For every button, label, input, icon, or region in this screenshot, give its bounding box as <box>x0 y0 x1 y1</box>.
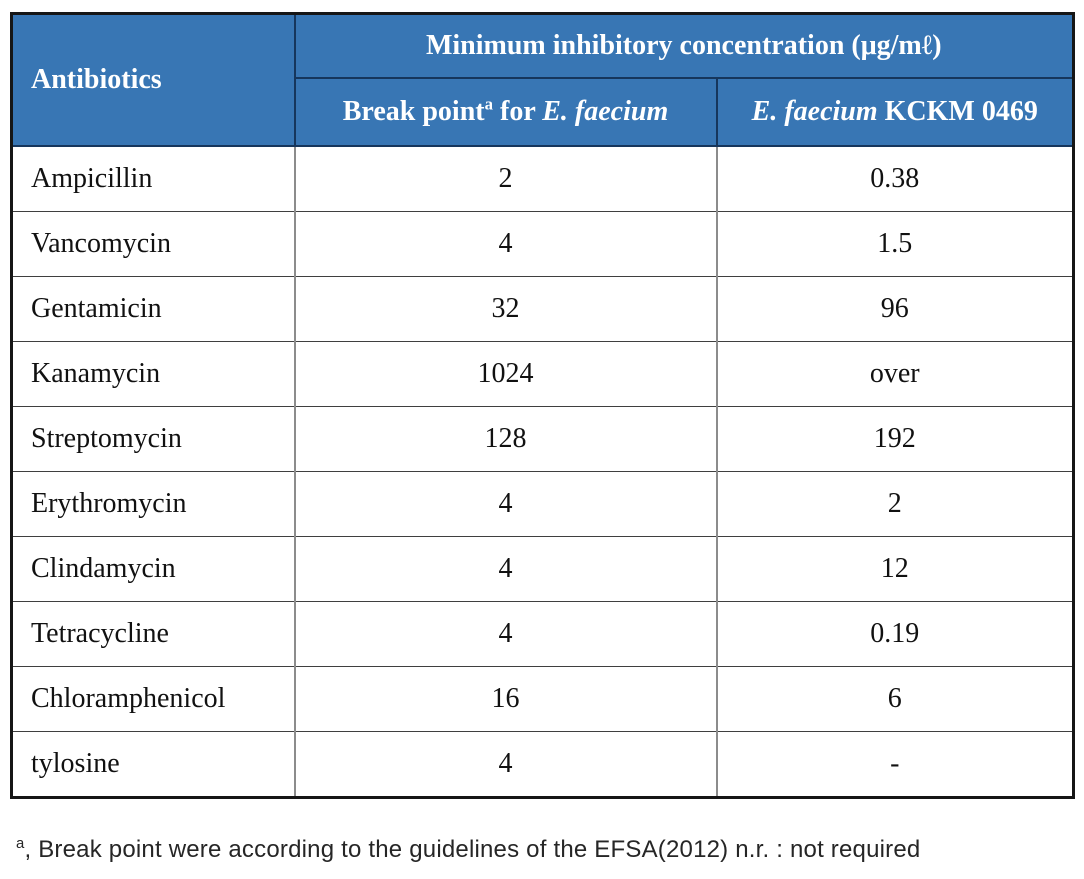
table-row: Tetracycline 4 0.19 <box>11 601 1074 667</box>
breakpoint-header-prefix: Break point <box>342 96 485 127</box>
breakpoint-value-cell: 32 <box>293 276 717 342</box>
table-row: Chloramphenicol 16 6 <box>11 666 1074 732</box>
footnote-text: , Break point were according to the guid… <box>24 836 921 863</box>
strain-header-rest: KCKM 0469 <box>877 96 1038 127</box>
antibiotic-name-cell: Vancomycin <box>11 211 295 277</box>
breakpoint-header-mid: for <box>493 96 543 127</box>
strain-value-cell: 12 <box>715 536 1074 602</box>
table-body: Ampicillin 2 0.38 Vancomycin 4 1.5 Genta… <box>11 145 1074 798</box>
strain-value-cell: 6 <box>715 666 1074 732</box>
breakpoint-value-cell: 4 <box>293 731 717 798</box>
table-row: Streptomycin 128 192 <box>11 406 1074 472</box>
mic-table: Antibiotics Minimum inhibitory concentra… <box>10 12 1076 799</box>
breakpoint-value-cell: 2 <box>293 145 717 212</box>
table-row: Ampicillin 2 0.38 <box>11 145 1074 212</box>
table-row: tylosine 4 - <box>11 731 1074 798</box>
breakpoint-superscript: a <box>484 94 493 114</box>
antibiotic-name-cell: Erythromycin <box>11 471 295 537</box>
antibiotic-name-cell: Gentamicin <box>11 276 295 342</box>
table-footnote: a, Break point were according to the gui… <box>16 836 1076 864</box>
antibiotic-name-cell: Kanamycin <box>11 341 295 407</box>
strain-value-cell: - <box>715 731 1074 798</box>
breakpoint-header-species: E. faecium <box>542 96 669 127</box>
antibiotic-name-cell: Clindamycin <box>11 536 295 602</box>
column-header-breakpoint: Break pointa for E. faecium <box>293 77 718 147</box>
breakpoint-value-cell: 1024 <box>293 341 717 407</box>
table-row: Kanamycin 1024 over <box>11 341 1074 407</box>
table-row: Gentamicin 32 96 <box>11 276 1074 342</box>
antibiotic-name-cell: tylosine <box>11 731 295 798</box>
strain-value-cell: 96 <box>715 276 1074 342</box>
column-header-antibiotics: Antibiotics <box>10 12 296 147</box>
strain-value-cell: over <box>715 341 1074 407</box>
strain-value-cell: 0.19 <box>715 601 1074 667</box>
footnote-superscript: a <box>16 836 25 852</box>
strain-header-species: E. faecium <box>751 96 878 127</box>
strain-value-cell: 192 <box>715 406 1074 472</box>
table-row: Vancomycin 4 1.5 <box>11 211 1074 277</box>
antibiotic-name-cell: Chloramphenicol <box>11 666 295 732</box>
breakpoint-value-cell: 128 <box>293 406 717 472</box>
strain-value-cell: 0.38 <box>715 145 1074 212</box>
column-header-strain: E. faecium KCKM 0469 <box>715 77 1075 147</box>
table-header: Antibiotics Minimum inhibitory concentra… <box>10 12 1075 147</box>
strain-value-cell: 2 <box>715 471 1074 537</box>
breakpoint-value-cell: 4 <box>293 601 717 667</box>
breakpoint-value-cell: 4 <box>293 471 717 537</box>
header-row-1: Antibiotics Minimum inhibitory concentra… <box>10 12 1075 147</box>
breakpoint-value-cell: 4 <box>293 211 717 277</box>
table-row: Clindamycin 4 12 <box>11 536 1074 602</box>
antibiotic-name-cell: Ampicillin <box>11 145 295 212</box>
antibiotic-name-cell: Tetracycline <box>11 601 295 667</box>
strain-value-cell: 1.5 <box>715 211 1074 277</box>
table-row: Erythromycin 4 2 <box>11 471 1074 537</box>
column-header-mic-title: Minimum inhibitory concentration (μg/mℓ) <box>293 12 1075 79</box>
breakpoint-value-cell: 16 <box>293 666 717 732</box>
header-row-2: Break pointa for E. faecium E. faecium K… <box>12 77 1075 147</box>
breakpoint-value-cell: 4 <box>293 536 717 602</box>
antibiotic-name-cell: Streptomycin <box>11 406 295 472</box>
